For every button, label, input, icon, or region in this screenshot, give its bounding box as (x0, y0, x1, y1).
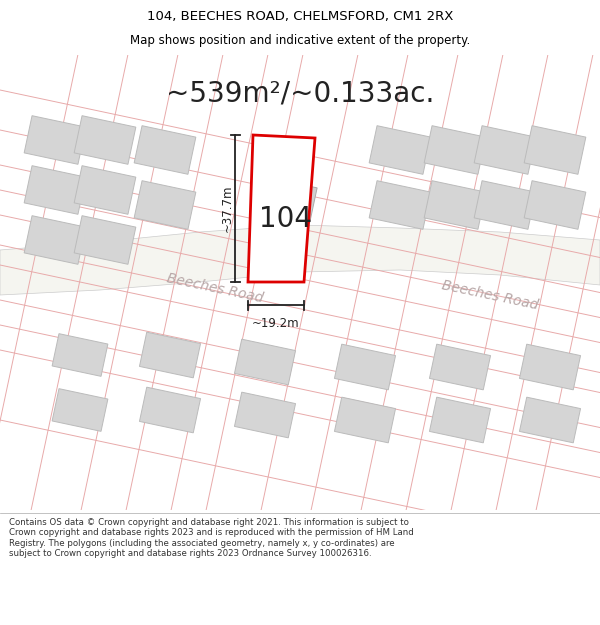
Text: Beeches Road: Beeches Road (440, 278, 539, 312)
Polygon shape (524, 181, 586, 229)
Polygon shape (235, 339, 296, 385)
Polygon shape (74, 116, 136, 164)
Polygon shape (139, 387, 200, 433)
Text: ~19.2m: ~19.2m (252, 317, 300, 330)
Polygon shape (430, 344, 491, 390)
Text: Map shows position and indicative extent of the property.: Map shows position and indicative extent… (130, 34, 470, 47)
Polygon shape (263, 178, 317, 222)
Polygon shape (24, 216, 86, 264)
Polygon shape (424, 181, 486, 229)
Polygon shape (52, 334, 108, 376)
Polygon shape (24, 166, 86, 214)
Polygon shape (134, 181, 196, 229)
Text: ~539m²/~0.133ac.: ~539m²/~0.133ac. (166, 80, 434, 108)
Polygon shape (134, 126, 196, 174)
Polygon shape (334, 344, 395, 390)
Polygon shape (24, 116, 86, 164)
Polygon shape (248, 135, 315, 282)
Polygon shape (520, 397, 581, 443)
Text: 104: 104 (259, 205, 311, 233)
Polygon shape (235, 392, 296, 438)
Polygon shape (52, 389, 108, 431)
Polygon shape (139, 332, 200, 378)
Polygon shape (474, 181, 536, 229)
Polygon shape (74, 216, 136, 264)
Polygon shape (430, 397, 491, 443)
Polygon shape (334, 397, 395, 443)
Text: Contains OS data © Crown copyright and database right 2021. This information is : Contains OS data © Crown copyright and d… (9, 518, 414, 558)
Text: ~37.7m: ~37.7m (221, 185, 233, 232)
Polygon shape (369, 126, 431, 174)
Polygon shape (524, 126, 586, 174)
Polygon shape (74, 166, 136, 214)
Polygon shape (424, 126, 486, 174)
Text: 104, BEECHES ROAD, CHELMSFORD, CM1 2RX: 104, BEECHES ROAD, CHELMSFORD, CM1 2RX (147, 10, 453, 23)
Polygon shape (520, 344, 581, 390)
Polygon shape (0, 225, 600, 295)
Polygon shape (369, 181, 431, 229)
Polygon shape (474, 126, 536, 174)
Text: Beeches Road: Beeches Road (166, 271, 265, 305)
